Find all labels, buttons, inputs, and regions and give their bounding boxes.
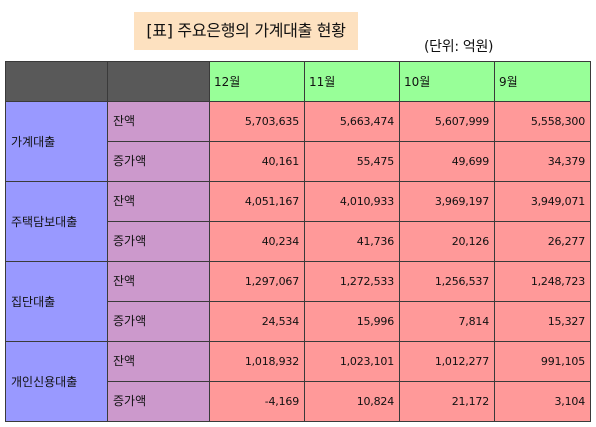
value-cell: 41,736 (304, 221, 400, 262)
value-cell: 5,663,474 (304, 101, 400, 142)
value-cell: 40,161 (209, 141, 305, 182)
value-cell: 34,379 (494, 141, 591, 182)
loan-table: 12월 11월 10월 9월 가계대출 잔액 5,703,635 5,663,4… (5, 61, 591, 422)
table-row: 증가액 40,234 41,736 20,126 26,277 (6, 221, 591, 262)
unit-label: (단위: 억원) (424, 39, 494, 55)
value-cell: 15,996 (304, 301, 400, 342)
table-row: 집단대출 잔액 1,297,067 1,272,533 1,256,537 1,… (5, 261, 591, 342)
row-type-label: 잔액 (107, 101, 210, 142)
month-header: 10월 (399, 61, 495, 102)
table-row: 증가액 -4,169 10,824 21,172 3,104 (6, 381, 591, 422)
value-cell: 1,272,533 (304, 261, 400, 302)
row-type-label: 증가액 (107, 381, 210, 422)
category-label: 가계대출 (5, 101, 108, 182)
row-type-label: 증가액 (107, 221, 210, 262)
row-type-label: 잔액 (107, 341, 210, 382)
table-row: 개인신용대출 잔액 1,018,932 1,023,101 1,012,277 … (5, 341, 591, 422)
value-cell: 1,297,067 (209, 261, 305, 302)
table-row: 증가액 40,161 55,475 49,699 34,379 (6, 141, 591, 182)
value-cell: 21,172 (399, 381, 495, 422)
header-blank-type (107, 61, 210, 102)
category-label: 개인신용대출 (5, 341, 108, 422)
category-label: 집단대출 (5, 261, 108, 342)
category-label: 주택담보대출 (5, 181, 108, 262)
value-cell: 5,703,635 (209, 101, 305, 142)
value-cell: 26,277 (494, 221, 591, 262)
row-type-label: 증가액 (107, 141, 210, 182)
value-cell: 1,012,277 (399, 341, 495, 382)
value-cell: 7,814 (399, 301, 495, 342)
table-row: 가계대출 잔액 5,703,635 5,663,474 5,607,999 5,… (5, 101, 591, 182)
value-cell: 4,051,167 (209, 181, 305, 222)
value-cell: 55,475 (304, 141, 400, 182)
month-header: 12월 (209, 61, 305, 102)
header-row: 12월 11월 10월 9월 (5, 61, 591, 102)
value-cell: 1,023,101 (304, 341, 400, 382)
row-type-label: 잔액 (107, 181, 210, 222)
value-cell: 1,256,537 (399, 261, 495, 302)
value-cell: 3,104 (494, 381, 591, 422)
table-row: 증가액 24,534 15,996 7,814 15,327 (6, 301, 591, 342)
value-cell: 5,607,999 (399, 101, 495, 142)
value-cell: 40,234 (209, 221, 305, 262)
header-blank-category (5, 61, 108, 102)
value-cell: 991,105 (494, 341, 591, 382)
value-cell: 3,969,197 (399, 181, 495, 222)
value-cell: 1,248,723 (494, 261, 591, 302)
value-cell: -4,169 (209, 381, 305, 422)
table-row: 주택담보대출 잔액 4,051,167 4,010,933 3,969,197 … (5, 181, 591, 262)
value-cell: 3,949,071 (494, 181, 591, 222)
value-cell: 49,699 (399, 141, 495, 182)
table-title: [표] 주요은행의 가계대출 현황 (134, 12, 358, 50)
value-cell: 4,010,933 (304, 181, 400, 222)
value-cell: 20,126 (399, 221, 495, 262)
value-cell: 24,534 (209, 301, 305, 342)
row-type-label: 증가액 (107, 301, 210, 342)
row-type-label: 잔액 (107, 261, 210, 302)
value-cell: 5,558,300 (494, 101, 591, 142)
value-cell: 10,824 (304, 381, 400, 422)
value-cell: 1,018,932 (209, 341, 305, 382)
month-header: 9월 (494, 61, 591, 102)
value-cell: 15,327 (494, 301, 591, 342)
month-header: 11월 (304, 61, 400, 102)
